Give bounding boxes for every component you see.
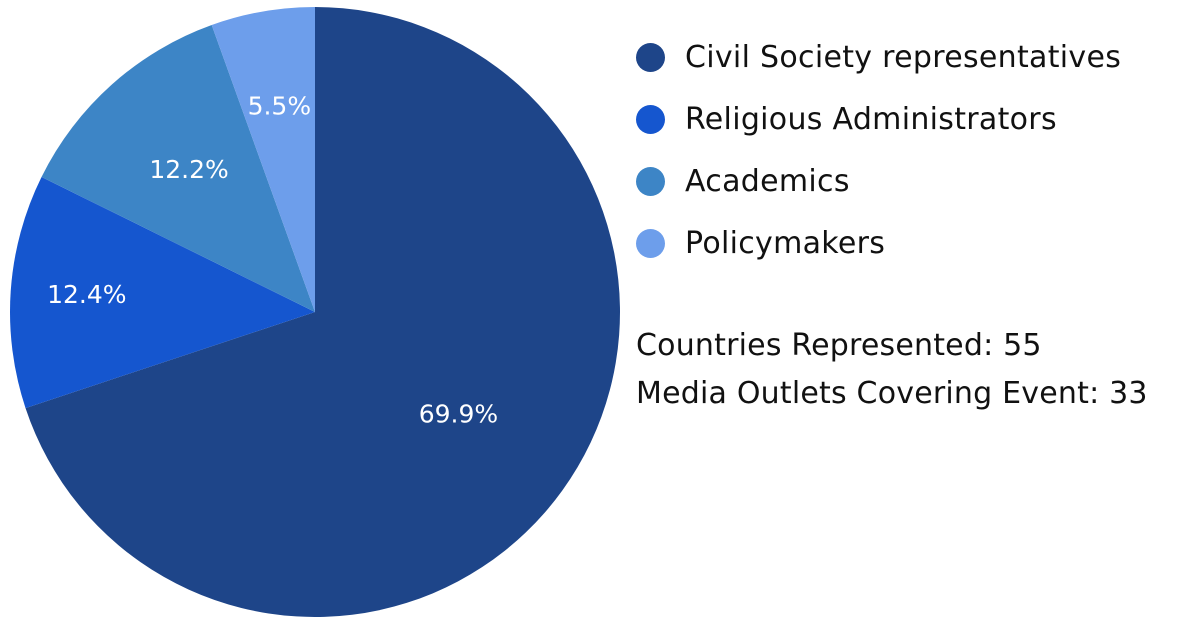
legend: Civil Society representatives Religious A… [636, 26, 1121, 274]
legend-item: Policymakers [636, 212, 1121, 274]
legend-label: Civil Society representatives [685, 39, 1122, 75]
legend-label: Religious Administrators [685, 101, 1057, 137]
legend-item: Civil Society representatives [636, 26, 1121, 88]
pie-slice-label-academics: 12.2% [149, 155, 228, 184]
legend-item: Academics [636, 150, 1121, 212]
legend-item: Religious Administrators [636, 88, 1121, 150]
media-outlets-text: Media Outlets Covering Event: 33 [636, 376, 1148, 411]
pie-slice-policymakers [211, 7, 315, 312]
legend-label: Policymakers [685, 225, 886, 261]
stats-block: Countries Represented: 55 Media Outlets … [636, 322, 1148, 418]
pie-slice-label-religious-administrators: 12.4% [47, 280, 126, 309]
legend-swatch-icon [636, 104, 665, 134]
legend-label: Academics [685, 163, 850, 199]
pie-slice-academics [41, 25, 316, 312]
legend-swatch-icon [636, 166, 665, 196]
legend-swatch-icon [636, 42, 665, 72]
pie-chart: 69.9% 12.4% 12.2% 5.5% [9, 7, 620, 617]
pie-chart-svg: 69.9% 12.4% 12.2% 5.5% [9, 7, 620, 617]
pie-slice-religious-administrators [9, 176, 315, 409]
legend-swatch-icon [636, 228, 665, 258]
pie-slice-civil-society-representatives [25, 7, 620, 617]
pie-slice-label-civil-society-representatives: 69.9% [419, 400, 498, 429]
pie-slice-label-policymakers: 5.5% [248, 92, 312, 121]
countries-represented-text: Countries Represented: 55 [636, 328, 1042, 363]
